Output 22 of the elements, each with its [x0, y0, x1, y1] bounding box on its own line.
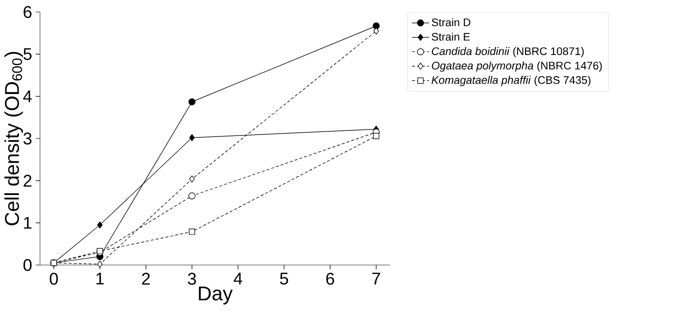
legend-label: Candida boidinii (NBRC 10871) [432, 47, 584, 58]
y-tick-label: 4 [23, 90, 32, 102]
y-tick-label: 5 [23, 48, 32, 60]
x-tick-label: 2 [142, 272, 150, 285]
y-tick-label: 1 [24, 217, 32, 229]
x-tick-label: 4 [234, 272, 242, 284]
x-axis-title: Day [198, 286, 233, 304]
y-tick-label: 6 [24, 6, 32, 18]
legend-label: Strain E [432, 32, 470, 41]
x-tick-label: 1 [96, 272, 104, 284]
x-tick-label: 6 [326, 272, 334, 285]
legend-label: Strain D [432, 18, 470, 26]
x-tick-label: 0 [50, 272, 58, 285]
x-tick-label: 5 [280, 272, 288, 285]
x-tick-label: 3 [188, 272, 196, 285]
y-tick-label: 3 [23, 132, 32, 145]
legend-label: Ogataea polymorpha (NBRC 1476) [432, 61, 602, 72]
y-tick-label: 2 [24, 174, 32, 187]
x-tick-label: 7 [372, 272, 380, 284]
y-tick-label: 0 [23, 259, 32, 271]
legend-label: Komagataella phaffii (CBS 7435) [432, 76, 590, 86]
y-axis-title: Cell density (OD$_{600}$) [4, 52, 23, 226]
